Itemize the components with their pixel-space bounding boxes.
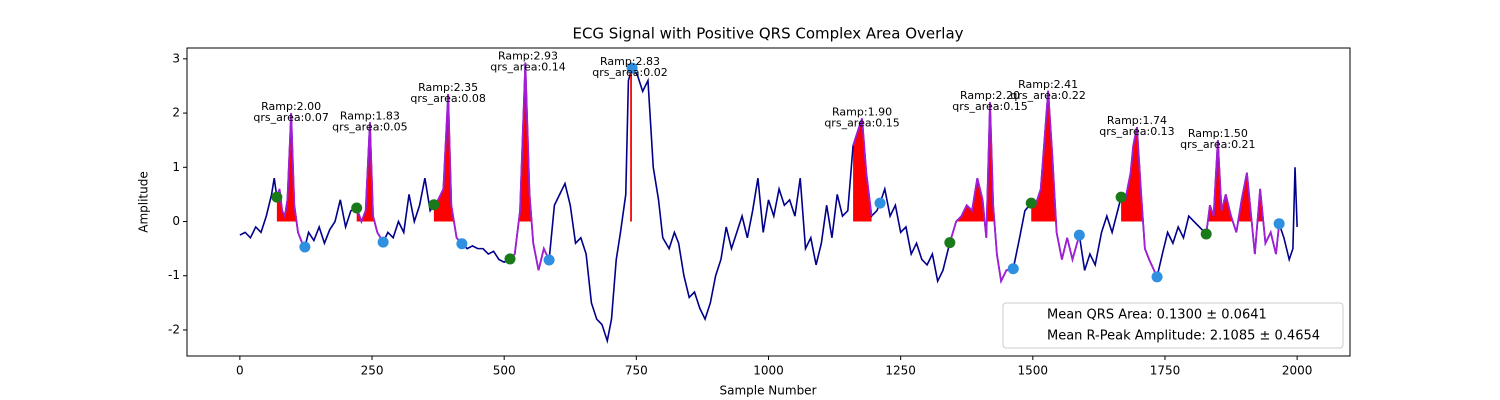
y-tick-label: 0 xyxy=(172,214,180,228)
offset-dot xyxy=(1073,229,1085,241)
qrs-area-label: qrs_area:0.22 xyxy=(1010,89,1085,102)
r-peak-label: Ramp:2.20 xyxy=(960,89,1020,102)
r-peak-label: Ramp:2.93 xyxy=(498,50,558,63)
r-peak-label: Ramp:1.90 xyxy=(832,105,892,118)
plot-frame xyxy=(186,47,1351,357)
onset-dot xyxy=(1200,228,1212,240)
legend-box xyxy=(1002,302,1344,349)
qrs-segment xyxy=(509,62,550,271)
offset-dot xyxy=(874,197,886,209)
offset-dot xyxy=(1007,263,1019,275)
qrs-area xyxy=(853,118,872,222)
onset-dot xyxy=(271,191,283,203)
qrs-area-label: qrs_area:0.15 xyxy=(824,116,899,129)
r-peak-label: Ramp:2.35 xyxy=(418,81,478,94)
x-axis-label: Sample Number xyxy=(719,384,816,398)
offset-dot xyxy=(1151,271,1163,283)
x-tick-label: 2000 xyxy=(1282,364,1313,378)
y-tick-label: -1 xyxy=(168,268,180,282)
offset-dot xyxy=(456,238,468,250)
qrs-segment xyxy=(355,122,384,243)
onset-dot xyxy=(944,237,956,249)
qrs-segment xyxy=(1205,140,1281,255)
r-peak-label: Ramp:2.00 xyxy=(261,100,321,113)
onset-dot xyxy=(1025,197,1037,209)
qrs-area-label: qrs_area:0.21 xyxy=(1180,138,1255,151)
r-peak-label: Ramp:1.50 xyxy=(1188,127,1248,140)
legend-text: Mean QRS Area: 0.1300 ± 0.0641 xyxy=(1047,308,1267,323)
x-tick-label: 750 xyxy=(625,364,648,378)
y-tick-label: 2 xyxy=(172,106,180,120)
y-tick-label: 1 xyxy=(172,160,180,174)
qrs-segment xyxy=(852,118,873,217)
x-tick-label: 1750 xyxy=(1150,364,1181,378)
qrs-area xyxy=(276,113,305,222)
x-tick-label: 0 xyxy=(236,364,244,378)
qrs-area xyxy=(1031,90,1080,222)
onset-dot xyxy=(504,253,516,265)
x-tick-label: 250 xyxy=(361,364,384,378)
r-peak-label: Ramp:1.74 xyxy=(1107,114,1167,127)
y-tick-label: 3 xyxy=(172,51,180,65)
r-peak-label: Ramp:2.83 xyxy=(600,55,660,68)
x-tick-label: 500 xyxy=(493,364,516,378)
offset-dot xyxy=(377,236,389,248)
qrs-segment xyxy=(948,102,1014,285)
y-axis-label: Amplitude xyxy=(137,171,151,233)
onset-dot xyxy=(428,199,440,211)
chart-title: ECG Signal with Positive QRS Complex Are… xyxy=(572,25,963,43)
onset-dot xyxy=(351,202,363,214)
qrs-area-label: qrs_area:0.08 xyxy=(410,92,485,105)
onset-dot xyxy=(1115,191,1127,203)
qrs-area xyxy=(433,94,462,222)
qrs-area-label: qrs_area:0.02 xyxy=(592,66,667,79)
r-peak-label: Ramp:2.41 xyxy=(1018,78,1078,91)
offset-dot xyxy=(299,241,311,253)
legend-text: Mean R-Peak Amplitude: 2.1085 ± 0.4654 xyxy=(1047,329,1320,344)
offset-dot xyxy=(626,62,638,74)
qrs-area-label: qrs_area:0.07 xyxy=(253,111,328,124)
qrs-area-label: qrs_area:0.14 xyxy=(490,61,565,74)
qrs-area xyxy=(356,122,384,222)
y-tick-label: -2 xyxy=(168,322,180,336)
r-peak-label: Ramp:1.83 xyxy=(340,109,400,122)
qrs-segment xyxy=(433,94,463,245)
x-tick-label: 1000 xyxy=(753,364,784,378)
qrs-segment xyxy=(1120,126,1158,278)
qrs-area-label: qrs_area:0.13 xyxy=(1099,125,1174,138)
qrs-area-label: qrs_area:0.15 xyxy=(952,100,1027,113)
offset-dot xyxy=(1273,218,1285,230)
qrs-segment xyxy=(1030,90,1081,264)
qrs-area-label: qrs_area:0.05 xyxy=(332,120,407,133)
offset-dot xyxy=(543,254,555,266)
x-tick-label: 1250 xyxy=(885,364,916,378)
x-tick-label: 1500 xyxy=(1018,364,1049,378)
